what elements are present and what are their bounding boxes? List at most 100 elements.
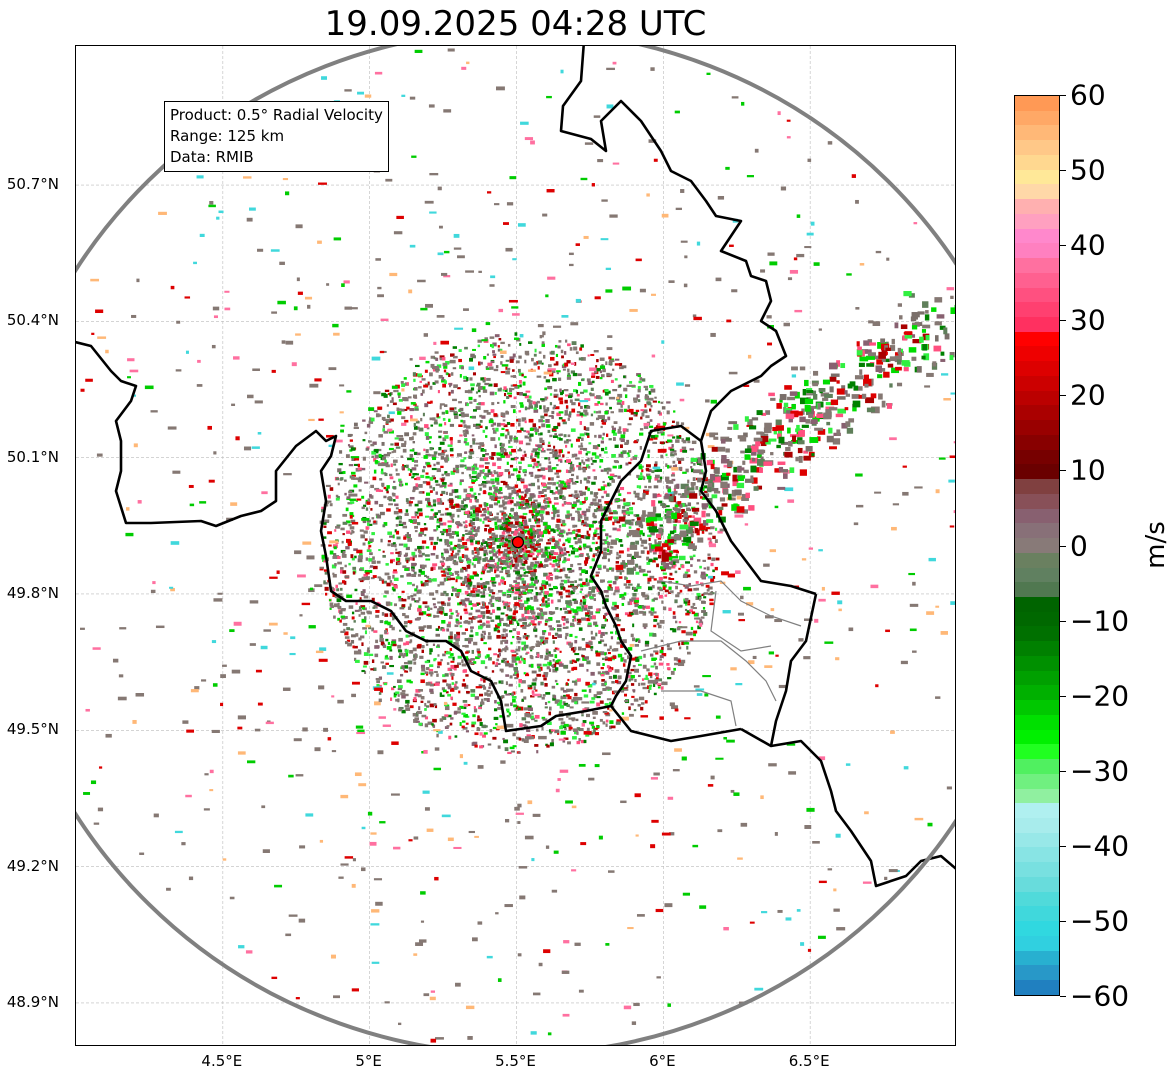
colorbar-band [1015,596,1059,612]
colorbar-band [1015,287,1059,303]
colorbar-tick-label: −10 [1070,604,1130,638]
radar-map: Product: 0.5° Radial Velocity Range: 125… [75,45,956,1046]
colorbar-band [1015,906,1059,922]
colorbar-tick-mark [1060,470,1066,472]
colorbar-band [1015,714,1059,730]
colorbar-tick-label: −30 [1070,754,1130,788]
colorbar-band [1015,213,1059,229]
colorbar-tick-mark [1060,545,1066,547]
colorbar-tick-mark [1060,695,1066,697]
lon-tick-label: 5°E [355,1052,382,1070]
colorbar-band [1015,685,1059,701]
colorbar-band [1015,538,1059,553]
colorbar-band [1015,125,1059,141]
figure-title: 19.09.2025 04:28 UTC [324,4,707,44]
colorbar-tick-label: 50 [1070,153,1106,187]
colorbar-band [1015,331,1059,347]
colorbar-band [1015,744,1059,760]
colorbar-band [1015,434,1059,450]
colorbar-band [1015,891,1059,907]
colorbar-band [1015,700,1059,715]
colorbar-band [1015,405,1059,421]
map-canvas [76,46,955,1045]
lat-tick-label: 49.2°N [6,856,59,875]
colorbar-tick-label: 40 [1070,228,1106,262]
country-borders [76,46,955,888]
colorbar-band [1015,980,1059,995]
colorbar-band [1015,140,1059,155]
colorbar-unit: m/s [1140,521,1171,569]
colorbar-band [1015,552,1059,568]
colorbar-band [1015,862,1059,877]
velocity-echoes [79,48,955,1043]
colorbar-tick-mark [1060,996,1066,997]
colorbar-band [1015,243,1059,259]
info-box: Product: 0.5° Radial Velocity Range: 125… [164,101,389,172]
colorbar-band [1015,847,1059,863]
border-france-germany [740,727,955,888]
lat-tick-label: 49.8°N [6,583,59,602]
colorbar-band [1015,876,1059,892]
colorbar-band [1015,626,1059,642]
colorbar-band [1015,567,1059,583]
colorbar-band [1015,965,1059,981]
colorbar-band [1015,803,1059,818]
colorbar-tick-label: −40 [1070,829,1130,863]
colorbar-band [1015,611,1059,627]
colorbar-band [1015,272,1059,288]
colorbar-band [1015,508,1059,524]
colorbar-band [1015,729,1059,745]
colorbar-band [1015,950,1059,966]
colorbar-tick-mark [1060,845,1066,847]
info-product: Product: 0.5° Radial Velocity [170,106,383,124]
lon-tick-label: 6.5°E [788,1052,830,1070]
colorbar-band [1015,228,1059,244]
colorbar-tick-mark [1060,620,1066,622]
colorbar-tick-label: −20 [1070,679,1130,713]
colorbar-band [1015,523,1059,539]
colorbar-band [1015,582,1059,597]
colorbar-tick-label: 60 [1070,78,1106,112]
colorbar-band [1015,361,1059,376]
colorbar-band [1015,832,1059,848]
colorbar-tick-mark [1060,920,1066,922]
colorbar-band [1015,375,1059,391]
lat-tick-label: 50.7°N [6,175,59,194]
colorbar-band [1015,773,1059,789]
radar-site-marker [511,536,525,549]
colorbar-band [1015,184,1059,200]
info-data: Data: RMIB [170,148,254,166]
border-luxembourg-france [609,705,742,743]
colorbar-band [1015,935,1059,951]
colorbar-band [1015,670,1059,686]
colorbar-band [1015,420,1059,435]
colorbar-tick-mark [1060,770,1066,772]
colorbar-band [1015,317,1059,332]
colorbar-band [1015,921,1059,936]
colorbar-tick-label: 30 [1070,303,1106,337]
lat-tick-label: 50.1°N [6,447,59,466]
colorbar-tick-mark [1060,245,1066,247]
colorbar-tick-mark [1060,320,1066,322]
colorbar-band [1015,655,1059,671]
border-luxembourg-germany [769,593,818,747]
colorbar-band [1015,759,1059,774]
admin-borders [640,580,802,727]
colorbar [1014,95,1060,996]
colorbar-band [1015,464,1059,480]
colorbar-tick-label: 0 [1070,529,1088,562]
colorbar-band [1015,817,1059,833]
colorbar-band [1015,169,1059,185]
colorbar-band [1015,788,1059,804]
lat-tick-label: 50.4°N [6,311,59,330]
lon-tick-label: 4.5°E [201,1052,243,1070]
lon-tick-label: 6°E [649,1052,676,1070]
colorbar-tick-label: −60 [1070,979,1130,1013]
colorbar-tick-mark [1060,170,1066,172]
colorbar-band [1015,302,1059,318]
colorbar-tick-label: 20 [1070,378,1106,412]
colorbar-band [1015,258,1059,273]
colorbar-tick-mark [1060,395,1066,397]
border-belgium-france [76,340,612,733]
